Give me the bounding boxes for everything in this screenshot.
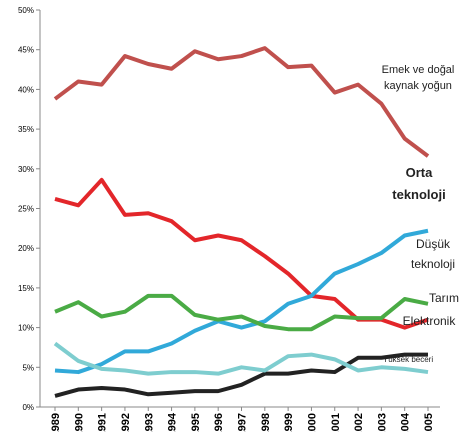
y-tick-label: 40%: [18, 85, 34, 94]
x-tick-label: 1997: [237, 413, 249, 432]
y-tick-label: 0%: [22, 403, 34, 412]
y-tick-label: 15%: [18, 284, 34, 293]
series-line: [53, 341, 429, 376]
x-tick-label: 1999: [283, 413, 295, 432]
series-line: [53, 46, 430, 158]
y-tick-label: 10%: [18, 324, 34, 333]
series-label: Emek ve doğal kaynak yoğun: [381, 64, 455, 92]
series-label: Tarım: [429, 291, 459, 305]
y-tick-label: 35%: [18, 125, 34, 134]
x-tick-label: 2005: [423, 413, 435, 432]
x-tick-label: 1992: [120, 413, 132, 432]
series-line: [54, 228, 429, 375]
x-tick-label: 1990: [73, 413, 85, 432]
x-tick-label: 1989: [50, 413, 62, 432]
y-tick-label: 45%: [18, 46, 34, 55]
series-label: Orta teknoloji: [392, 165, 446, 202]
y-tick-label: 20%: [18, 244, 34, 253]
y-tick-label: 5%: [22, 363, 34, 372]
x-tick-label: 1993: [143, 413, 155, 432]
series-line: [54, 352, 428, 398]
x-tick-label: 1994: [167, 412, 179, 432]
x-tick-label: 2004: [400, 412, 412, 432]
x-tick-label: 1998: [260, 413, 272, 432]
series-label: Yüksek beceri: [382, 355, 434, 364]
series-line: [54, 293, 429, 332]
x-tick-label: 2001: [330, 413, 342, 432]
series-line: [54, 177, 429, 330]
x-tick-label: 2000: [306, 413, 318, 432]
series-label: Düşük teknoloji: [410, 237, 456, 271]
series-label: Elektronik: [402, 314, 456, 328]
x-tick-label: 2002: [353, 413, 365, 432]
y-tick-label: 25%: [18, 205, 34, 214]
x-tick-label: 1991: [97, 413, 109, 432]
x-tick-label: 2003: [376, 413, 388, 432]
y-tick-label: 30%: [18, 165, 34, 174]
y-tick-label: 50%: [18, 6, 34, 15]
x-tick-label: 1996: [213, 413, 225, 432]
x-tick-label: 1995: [190, 413, 202, 432]
